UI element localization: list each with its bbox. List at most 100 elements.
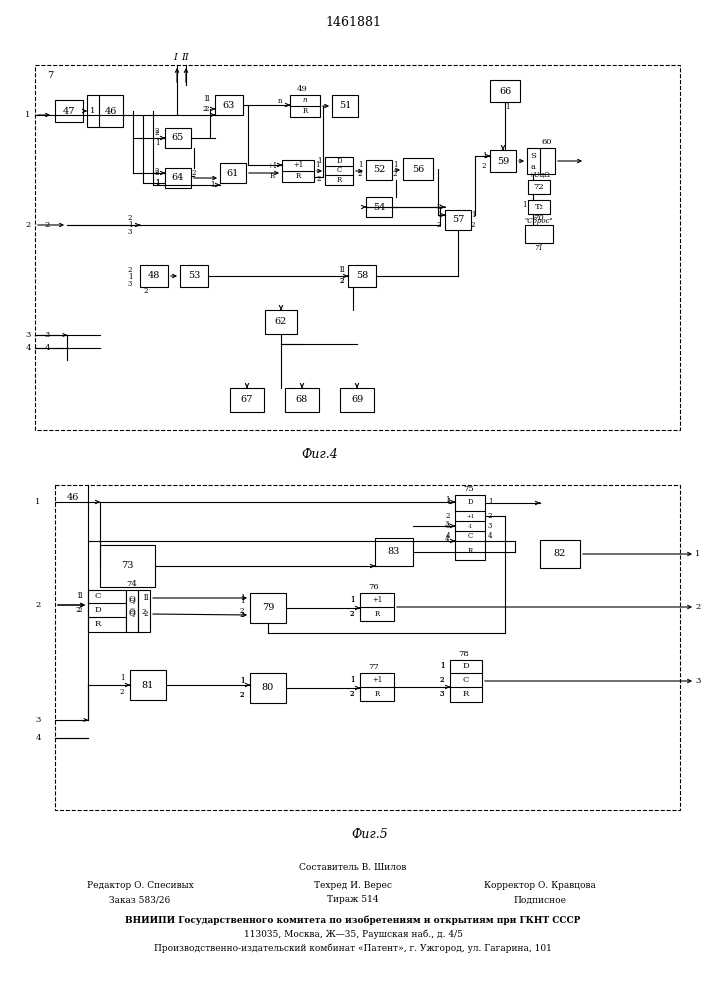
Text: 1: 1: [340, 266, 344, 274]
Text: 2: 2: [35, 601, 40, 609]
Text: 74: 74: [127, 580, 137, 588]
Text: 1: 1: [445, 498, 450, 506]
Text: 1: 1: [481, 152, 486, 160]
Text: 2: 2: [696, 603, 701, 611]
Text: 70: 70: [534, 214, 544, 222]
Text: 4: 4: [25, 344, 30, 352]
Text: -1: -1: [467, 524, 473, 528]
Text: C: C: [95, 592, 101, 600]
Text: 3: 3: [440, 690, 444, 698]
Bar: [525, 225, 553, 243]
Bar: [450, 660, 482, 702]
Text: Q̅: Q̅: [129, 610, 136, 618]
Text: 1: 1: [315, 161, 320, 169]
Text: 2: 2: [205, 105, 209, 113]
Text: 77: 77: [368, 663, 380, 671]
Text: 1: 1: [35, 498, 41, 506]
Text: 1: 1: [240, 677, 244, 685]
Text: D: D: [95, 606, 101, 614]
Text: 1: 1: [393, 161, 397, 169]
Text: n: n: [278, 97, 282, 105]
Text: 2: 2: [440, 676, 444, 684]
Text: 4: 4: [45, 344, 49, 352]
Text: 1: 1: [522, 201, 526, 209]
Bar: [140, 265, 168, 287]
Bar: [100, 545, 155, 587]
Text: 1: 1: [440, 662, 444, 670]
Text: 3: 3: [45, 331, 49, 339]
Bar: [35, 65, 680, 430]
Text: Фиг.5: Фиг.5: [351, 828, 388, 842]
Text: 2: 2: [119, 688, 124, 696]
Bar: [126, 590, 150, 632]
Bar: [366, 160, 392, 180]
Text: 1: 1: [240, 594, 244, 602]
Text: +1: +1: [372, 676, 382, 684]
Text: Заказ 583/26: Заказ 583/26: [110, 896, 170, 904]
Text: 3: 3: [446, 522, 450, 530]
Text: 2: 2: [240, 607, 244, 615]
Text: +1: +1: [372, 596, 382, 604]
Text: 58: 58: [356, 271, 368, 280]
Text: Тираж 514: Тираж 514: [327, 896, 379, 904]
Text: 1: 1: [471, 211, 475, 219]
Bar: [215, 95, 243, 115]
Text: 1: 1: [505, 103, 509, 111]
Text: 1: 1: [338, 266, 342, 274]
Text: Редактор О. Спесивых: Редактор О. Спесивых: [87, 882, 194, 890]
Text: 3: 3: [128, 228, 132, 236]
Text: 73: 73: [121, 562, 134, 570]
Bar: [540, 540, 580, 568]
Text: 1: 1: [317, 157, 321, 165]
Bar: [88, 590, 126, 632]
Text: Подписное: Подписное: [513, 896, 566, 904]
Text: 1: 1: [240, 597, 244, 605]
Text: 1: 1: [25, 111, 30, 119]
Text: 1: 1: [155, 179, 159, 187]
Text: 7: 7: [47, 70, 53, 80]
Text: Техред И. Верес: Техред И. Верес: [314, 882, 392, 890]
Text: 64: 64: [172, 174, 185, 182]
Text: +1: +1: [293, 161, 303, 169]
Text: Q̅: Q̅: [129, 608, 136, 616]
Bar: [403, 158, 433, 180]
Text: 113035, Москва, Ж—35, Раушская наб., д. 4/5: 113035, Москва, Ж—35, Раушская наб., д. …: [243, 929, 462, 939]
Text: 1: 1: [437, 211, 441, 219]
Text: 1: 1: [203, 95, 207, 103]
Text: T₂: T₂: [534, 203, 544, 211]
Text: 4: 4: [445, 535, 449, 543]
Text: 1: 1: [350, 676, 354, 684]
Text: Корректор О. Кравцова: Корректор О. Кравцова: [484, 882, 596, 890]
Text: D: D: [462, 662, 469, 670]
Bar: [360, 673, 394, 701]
Text: 68: 68: [296, 395, 308, 404]
Bar: [230, 388, 264, 412]
Text: 3: 3: [440, 690, 444, 698]
Text: 2: 2: [155, 167, 159, 175]
Text: 2: 2: [437, 203, 441, 211]
Text: 2: 2: [128, 214, 132, 222]
Bar: [285, 388, 319, 412]
Text: 65: 65: [172, 133, 184, 142]
Text: 2: 2: [440, 676, 444, 684]
Bar: [87, 95, 123, 127]
Text: 57: 57: [452, 216, 464, 225]
Text: 1: 1: [350, 596, 354, 604]
Text: 3: 3: [488, 522, 492, 530]
Text: 1: 1: [350, 676, 354, 684]
Text: 3: 3: [128, 280, 132, 288]
Text: 54: 54: [373, 202, 385, 212]
Bar: [250, 673, 286, 703]
Text: 71: 71: [534, 244, 544, 252]
Text: 4: 4: [35, 734, 41, 742]
Text: R: R: [375, 610, 380, 618]
Text: 1: 1: [155, 139, 159, 147]
Text: 2: 2: [203, 105, 207, 113]
Text: 79: 79: [262, 603, 274, 612]
Text: 72: 72: [534, 183, 544, 191]
Bar: [130, 670, 166, 700]
Text: 51: 51: [339, 102, 351, 110]
Text: 2: 2: [240, 691, 244, 699]
Bar: [490, 150, 516, 172]
Text: 66: 66: [499, 87, 511, 96]
